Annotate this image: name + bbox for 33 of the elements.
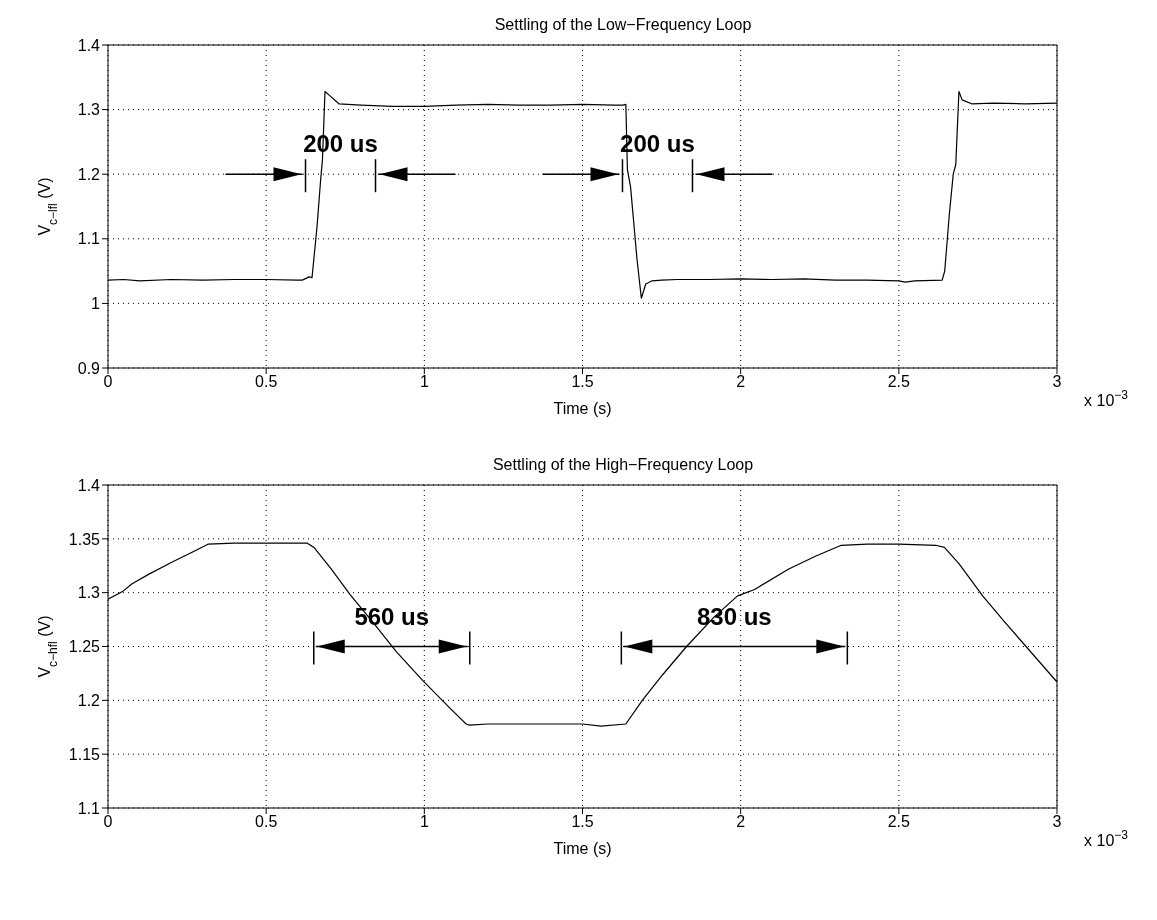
- y-tick-label: 1.35: [68, 530, 101, 548]
- y-tick-label: 1.25: [68, 638, 101, 656]
- x-tick-label: 3: [1052, 373, 1062, 391]
- x-tick-label: 2: [736, 373, 746, 391]
- y-tick-label: 1.2: [77, 692, 101, 710]
- y-tick-label: 1.2: [77, 165, 101, 183]
- x-axis-title: Time (s): [553, 400, 612, 417]
- x-tick-label: 1: [419, 373, 429, 391]
- y-tick-label: 0.9: [77, 359, 101, 377]
- text: x 10$^{−3}$: [1084, 828, 1129, 849]
- x-tick-label: 1.5: [571, 813, 594, 831]
- chart-title: Settling of the High−Frequency Loop: [492, 456, 754, 473]
- y-tick-label: 1.1: [77, 230, 101, 248]
- y-tick-label: 1: [91, 295, 101, 313]
- y-tick-label: 1.15: [68, 745, 101, 763]
- y-tick-label: 1.4: [77, 36, 101, 54]
- x-tick-label: 2.5: [887, 813, 911, 831]
- chart-title: Settling of the Low−Frequency Loop: [494, 16, 752, 33]
- x-tick-label: 3: [1052, 813, 1062, 831]
- x-tick-label: 2: [736, 813, 746, 831]
- y-tick-label: 1.1: [77, 799, 101, 817]
- x-tick-label: 0.5: [255, 373, 278, 391]
- text: x 10$^{−3}$: [1084, 388, 1129, 409]
- x-tick-label: 2.5: [887, 373, 911, 391]
- x-tick-label: 1.5: [571, 373, 594, 391]
- x-axis-title: Time (s): [553, 840, 612, 857]
- y-tick-label: 1.3: [77, 584, 101, 602]
- y-tick-label: 1.4: [77, 476, 101, 494]
- x-tick-label: 1: [419, 813, 429, 831]
- x-tick-label: 0.5: [255, 813, 278, 831]
- y-tick-label: 1.3: [77, 101, 101, 119]
- x-tick-label: 0: [103, 373, 113, 391]
- x-tick-label: 0: [103, 813, 113, 831]
